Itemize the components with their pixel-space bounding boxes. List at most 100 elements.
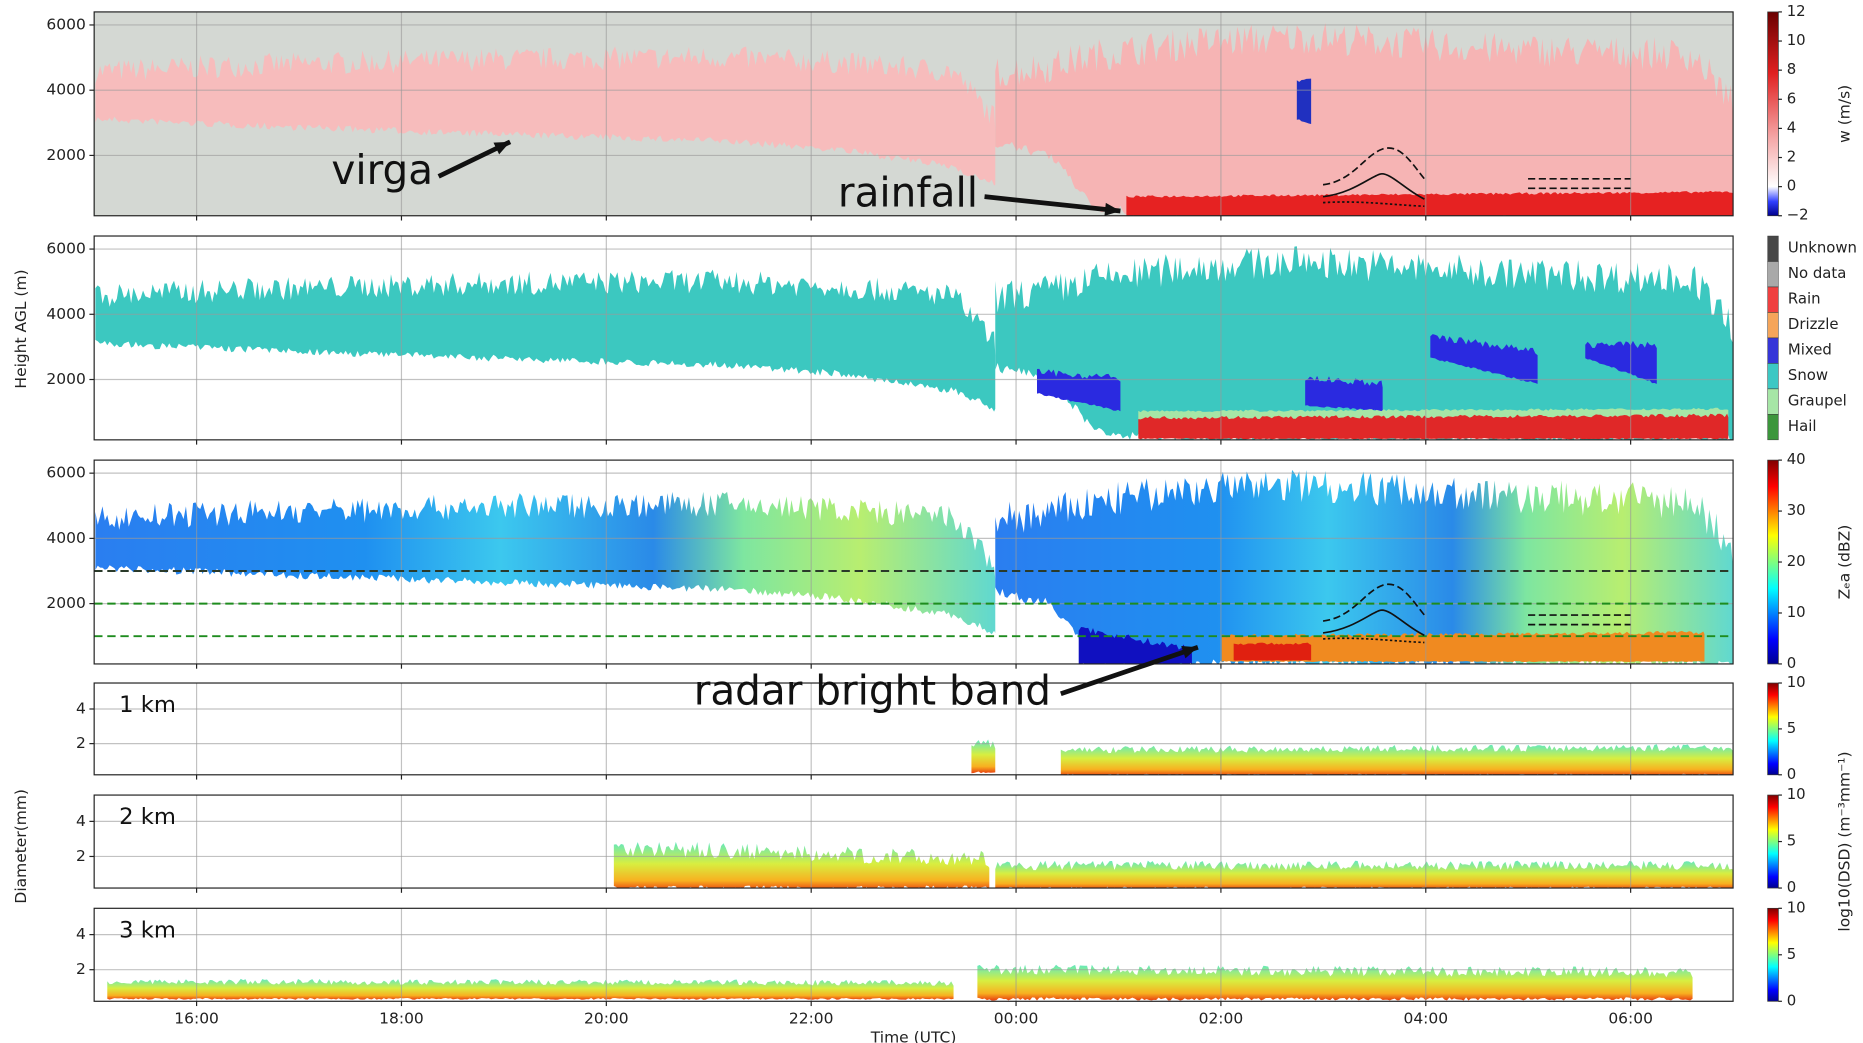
legend-swatch [1767,286,1779,313]
y-tick-label: 2 [76,847,86,865]
colorbar-tick-label: 20 [1787,552,1806,570]
legend-swatch [1767,414,1779,441]
colorbar [1767,907,1779,1002]
colorbar-tick-label: 0 [1787,765,1796,783]
y-tick-label: 4000 [46,529,85,547]
y-tick-label: 4000 [46,81,85,99]
colorbar [1767,459,1779,665]
field [977,964,1693,1001]
panel-frame [93,459,1734,665]
x-tick-label: 20:00 [584,1010,629,1028]
field [1430,334,1538,384]
colorbar-tick-label: 2 [1787,148,1796,166]
y-axis-label: Height AGL (m) [12,269,30,388]
contour [1322,173,1425,200]
panel-frame [93,907,1734,1002]
annotation-arrowhead [1181,646,1198,659]
panel-field [971,739,1734,775]
y-tick-label: 4 [76,925,86,943]
contour [1322,201,1425,208]
colorbar-tick-label: 0 [1787,654,1796,672]
colorbar-tick-label: 10 [1787,603,1806,621]
colorbar-tick-label: 5 [1787,719,1796,737]
legend-label: Hail [1788,417,1817,435]
y-tick-label: 2 [76,734,86,752]
field [995,246,1734,440]
contour [1322,637,1425,644]
legend-label: No data [1788,264,1846,282]
panel-label: 1 km [119,692,176,718]
x-tick-label: 16:00 [174,1010,219,1028]
legend-label: Unknown [1788,239,1857,257]
panel-field [94,11,1734,216]
x-tick-label: 00:00 [994,1010,1039,1028]
annotation-arrowhead [493,141,511,155]
field [107,978,954,1000]
panel-field [95,246,1734,440]
colorbar-tick-label: 0 [1787,991,1796,1009]
panel-field [613,841,1734,889]
annotation-arrow [1060,644,1199,697]
contour [1322,147,1426,186]
field [1296,78,1312,124]
field [1126,190,1734,216]
field [95,491,996,635]
colorbar-tick-label: 8 [1787,60,1796,78]
y-tick-label: 6000 [46,464,85,482]
field [1138,413,1729,440]
colorbar-tick-label: 10 [1787,785,1806,803]
colorbar-tick-label: 30 [1787,501,1806,519]
colorbar-tick-label: 0 [1787,878,1796,896]
contour [1528,614,1631,626]
colorbar-label: w (m/s) [1836,85,1854,143]
colorbar-tick-label: 10 [1787,673,1806,691]
contour [1322,583,1426,622]
panel-field [95,469,1734,664]
field [995,22,1734,216]
contour [1528,177,1631,190]
field [1585,340,1657,384]
colorbar-tick-label: −2 [1787,206,1809,224]
legend-swatch [1767,312,1779,339]
x-tick-label: 02:00 [1199,1010,1244,1028]
x-tick-label: 04:00 [1403,1010,1448,1028]
colorbar [1767,11,1779,217]
panel-frame [93,682,1734,776]
colorbar-tick-label: 6 [1787,89,1796,107]
colorbar-tick-label: 5 [1787,945,1796,963]
colorbar-label: Zₑa (dBZ) [1836,525,1854,600]
colorbar [1767,682,1779,776]
x-tick-label: 18:00 [379,1010,424,1028]
y-tick-label: 6000 [46,15,85,33]
y-tick-label: 2000 [46,146,85,164]
y-tick-label: 6000 [46,240,85,258]
y-tick-label: 4 [76,812,86,830]
field [971,739,996,774]
x-tick-label: 06:00 [1608,1010,1653,1028]
legend-swatch [1767,235,1779,262]
annotation-arrow [984,194,1121,214]
y-tick-label: 2000 [46,370,85,388]
legend-swatch [1767,388,1779,415]
panel-label: 2 km [119,804,176,830]
colorbar-tick-label: 10 [1787,31,1806,49]
panel-frame [93,235,1734,441]
contour [1322,609,1425,637]
colorbar-tick-label: 0 [1787,177,1796,195]
legend-label: Mixed [1788,341,1832,359]
panel-label: 3 km [119,917,176,943]
annotation-arrowhead [1104,202,1121,216]
panel-field [107,964,1693,1001]
colorbar-tick-label: 4 [1787,118,1796,136]
y-tick-label: 4 [76,699,86,717]
colorbar-tick-label: 40 [1787,450,1806,468]
y-tick-label: 2000 [46,594,85,612]
legend-swatch [1767,261,1779,288]
y-axis-label: Diameter(mm) [12,789,30,904]
colorbar-tick-label: 12 [1787,2,1806,20]
y-tick-label: 4000 [46,305,85,323]
legend-label: Drizzle [1788,315,1839,333]
legend-swatch [1767,337,1779,364]
field [1060,744,1734,775]
